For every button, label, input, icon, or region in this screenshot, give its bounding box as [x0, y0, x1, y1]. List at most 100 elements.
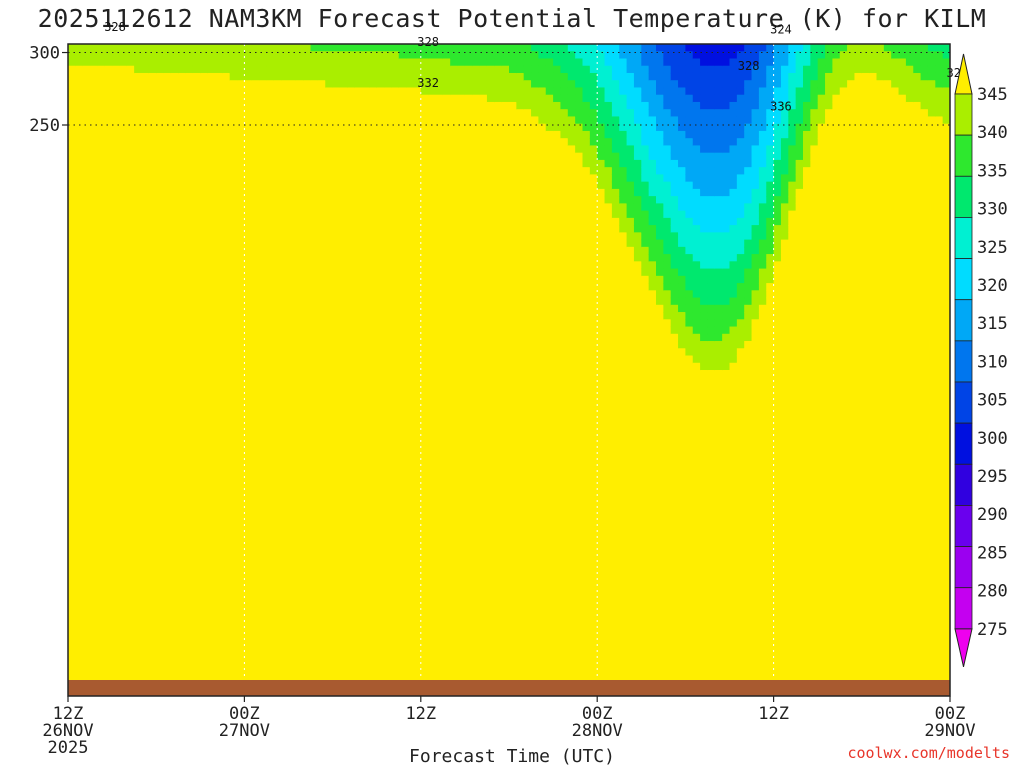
field-cell: [112, 51, 121, 60]
field-cell: [178, 326, 187, 335]
field-cell: [317, 319, 326, 328]
field-cell: [384, 51, 392, 60]
field-cell: [185, 427, 194, 436]
field-cell: [207, 275, 216, 284]
field-cell: [273, 674, 282, 683]
field-cell: [325, 174, 334, 183]
field-cell: [384, 268, 392, 277]
field-cell: [244, 290, 253, 299]
field-cell: [215, 572, 223, 581]
field-cell: [464, 80, 473, 89]
field-cell: [112, 159, 121, 168]
field-cell: [207, 341, 216, 349]
field-cell: [295, 565, 304, 574]
field-cell: [251, 261, 260, 270]
field-cell: [104, 594, 113, 603]
field-cell: [428, 522, 437, 530]
field-cell: [464, 297, 473, 306]
field-cell: [435, 659, 444, 668]
field-cell: [82, 536, 91, 545]
field-cell: [97, 130, 106, 139]
field-cell: [266, 174, 275, 183]
field-cell: [332, 174, 341, 183]
field-cell: [442, 355, 451, 364]
field-cell: [406, 312, 415, 320]
field-cell: [141, 442, 150, 451]
field-cell: [406, 485, 415, 494]
field-cell: [141, 558, 150, 567]
field-cell: [391, 514, 400, 523]
field-cell: [464, 420, 473, 429]
field-cell: [391, 239, 400, 248]
field-cell: [207, 391, 216, 400]
field-cell: [310, 152, 319, 161]
field-cell: [200, 362, 209, 371]
field-cell: [244, 471, 253, 480]
field-cell: [376, 543, 385, 552]
field-cell: [141, 587, 150, 596]
field-cell: [229, 377, 238, 386]
field-cell: [251, 203, 260, 212]
field-cell: [266, 580, 275, 588]
field-cell: [354, 341, 363, 349]
field-cell: [104, 109, 113, 118]
field-cell: [200, 594, 209, 603]
field-cell: [112, 572, 121, 581]
field-cell: [75, 275, 84, 284]
field-cell: [384, 297, 392, 306]
field-cell: [237, 507, 245, 516]
field-cell: [457, 290, 466, 299]
field-cell: [90, 210, 98, 219]
field-cell: [192, 275, 201, 284]
field-cell: [332, 123, 341, 132]
field-cell: [82, 159, 91, 168]
field-cell: [112, 341, 121, 349]
field-cell: [450, 109, 459, 118]
field-cell: [281, 464, 290, 473]
field-cell: [428, 159, 437, 168]
field-cell: [185, 246, 194, 255]
field-cell: [163, 551, 172, 559]
field-cell: [215, 181, 223, 190]
field-cell: [362, 623, 370, 632]
field-cell: [310, 261, 319, 270]
field-cell: [237, 485, 245, 494]
field-cell: [178, 522, 187, 530]
field-cell: [398, 370, 407, 378]
field-cell: [126, 116, 135, 125]
field-cell: [295, 543, 304, 552]
field-cell: [435, 543, 444, 552]
field-cell: [119, 94, 128, 103]
field-cell: [251, 580, 260, 588]
field-cell: [406, 167, 415, 175]
field-cell: [266, 116, 275, 125]
field-cell: [90, 348, 98, 357]
field-cell: [428, 536, 437, 545]
field-cell: [435, 355, 444, 364]
field-cell: [148, 58, 157, 67]
field-cell: [457, 109, 466, 118]
field-cell: [450, 268, 459, 277]
field-cell: [156, 94, 165, 103]
field-cell: [97, 261, 106, 270]
field-cell: [126, 391, 135, 400]
field-cell: [266, 225, 275, 233]
field-cell: [90, 275, 98, 284]
field-cell: [288, 261, 297, 270]
field-cell: [310, 94, 319, 103]
field-cell: [237, 370, 245, 378]
field-cell: [229, 87, 238, 96]
field-cell: [251, 72, 260, 81]
field-cell: [244, 239, 253, 248]
field-cell: [126, 406, 135, 415]
field-cell: [384, 58, 392, 67]
field-cell: [192, 558, 201, 567]
field-cell: [464, 283, 473, 291]
field-cell: [442, 565, 451, 574]
field-cell: [464, 261, 473, 270]
field-cell: [457, 667, 466, 675]
field-cell: [112, 471, 121, 480]
field-cell: [369, 326, 378, 335]
field-cell: [281, 529, 290, 538]
field-cell: [148, 319, 157, 328]
